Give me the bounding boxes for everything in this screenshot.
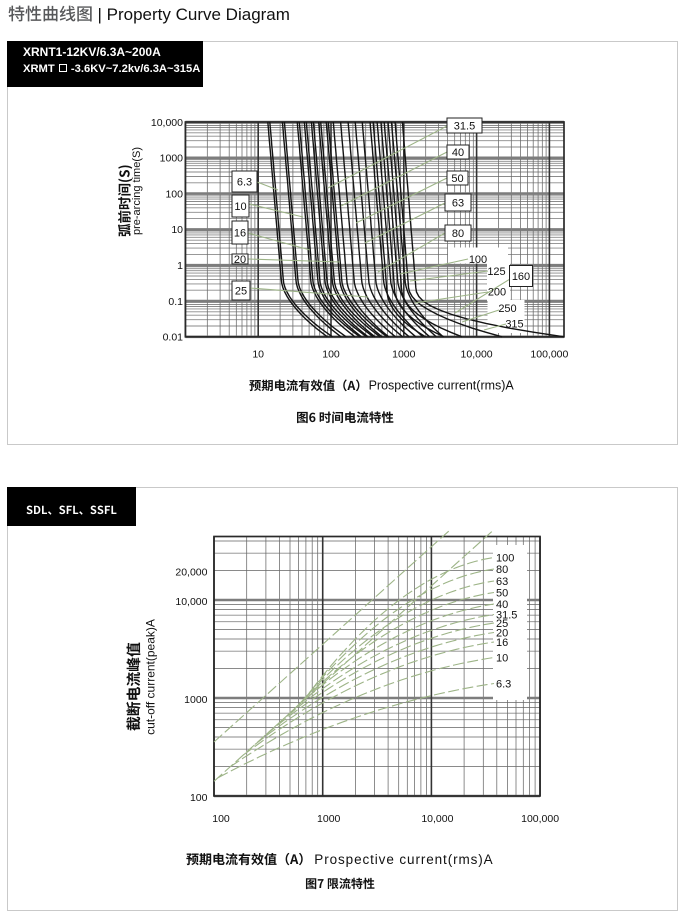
svg-text:16: 16 — [234, 228, 246, 240]
svg-text:1000: 1000 — [392, 349, 416, 361]
svg-text:50: 50 — [451, 173, 463, 185]
svg-text:6.3: 6.3 — [496, 679, 511, 691]
svg-text:6.3: 6.3 — [237, 177, 252, 189]
svg-text:pre-arcing time(S): pre-arcing time(S) — [131, 147, 143, 235]
svg-text:100: 100 — [190, 792, 208, 804]
svg-text:315: 315 — [505, 319, 523, 331]
svg-text:Prospective current(rms)A: Prospective current(rms)A — [314, 852, 493, 867]
svg-text:100: 100 — [322, 349, 340, 361]
svg-text:63: 63 — [496, 576, 508, 588]
svg-text:100: 100 — [165, 188, 183, 200]
svg-text:Prospective current(rms)A: Prospective current(rms)A — [369, 379, 515, 393]
svg-text:10: 10 — [252, 349, 264, 361]
svg-text:10,000: 10,000 — [175, 596, 207, 608]
svg-text:1000: 1000 — [184, 694, 208, 706]
svg-text:25: 25 — [235, 286, 247, 298]
svg-text:10,000: 10,000 — [151, 117, 183, 129]
svg-text:160: 160 — [512, 271, 530, 283]
svg-text:10: 10 — [234, 201, 246, 213]
svg-text:125: 125 — [487, 266, 505, 278]
svg-text:cut-off current(peak)A: cut-off current(peak)A — [144, 619, 158, 735]
svg-text:10,000: 10,000 — [461, 349, 493, 361]
svg-text:25: 25 — [496, 618, 508, 630]
svg-text:0.1: 0.1 — [168, 296, 183, 308]
svg-text:100: 100 — [496, 553, 514, 565]
svg-text:80: 80 — [496, 564, 508, 576]
svg-text:1: 1 — [177, 260, 183, 272]
svg-text:10,000: 10,000 — [421, 813, 453, 825]
svg-text:1000: 1000 — [160, 153, 184, 165]
svg-text:1000: 1000 — [317, 813, 341, 825]
svg-text:200: 200 — [488, 287, 506, 299]
svg-text:31.5: 31.5 — [454, 121, 475, 133]
svg-text:10: 10 — [496, 653, 508, 665]
svg-text:100: 100 — [469, 254, 487, 266]
svg-text:20,000: 20,000 — [175, 567, 207, 579]
svg-text:100,000: 100,000 — [530, 349, 568, 361]
svg-text:80: 80 — [452, 228, 464, 240]
svg-text:50: 50 — [496, 588, 508, 600]
svg-text:40: 40 — [452, 147, 464, 159]
svg-text:20: 20 — [496, 628, 508, 640]
svg-text:40: 40 — [496, 599, 508, 611]
svg-text:10: 10 — [171, 224, 183, 236]
svg-text:100: 100 — [212, 813, 230, 825]
svg-text:20: 20 — [234, 254, 246, 266]
svg-text:100,000: 100,000 — [521, 813, 559, 825]
svg-text:31.5: 31.5 — [496, 610, 517, 622]
svg-text:63: 63 — [452, 198, 464, 210]
svg-text:0.01: 0.01 — [163, 332, 184, 344]
svg-text:| Property Curve Diagram: | Property Curve Diagram — [98, 5, 290, 24]
svg-text:16: 16 — [496, 637, 508, 649]
svg-text:250: 250 — [498, 303, 516, 315]
